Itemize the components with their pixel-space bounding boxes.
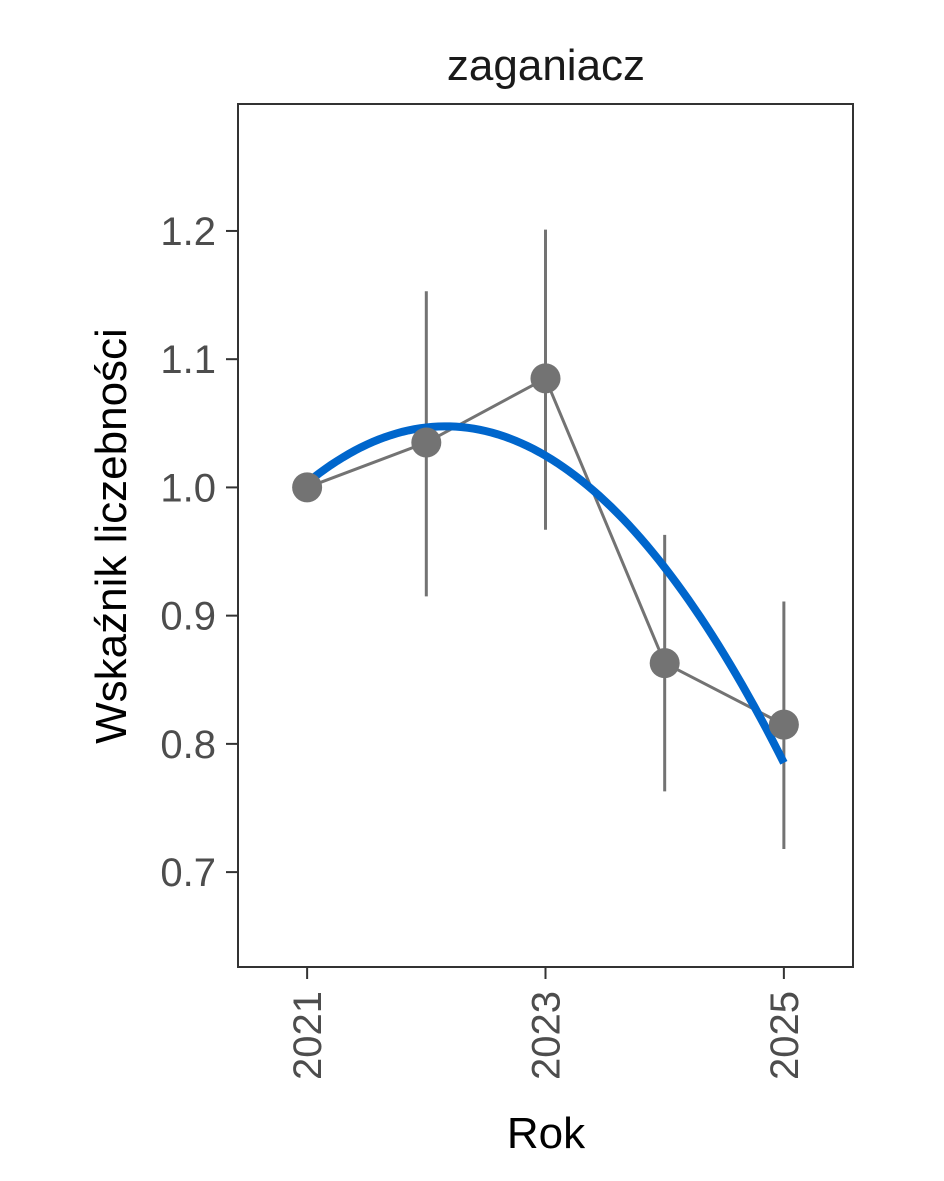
data-point-layer [292, 363, 799, 740]
y-tick-label: 1.1 [160, 338, 216, 382]
trend-line-layer [304, 422, 788, 765]
data-point [530, 363, 561, 394]
x-tick-label: 2025 [763, 991, 807, 1080]
y-tick-label: 0.7 [160, 851, 216, 895]
y-tick-label: 1.2 [160, 210, 216, 254]
data-point [649, 648, 680, 679]
chart-title: zaganiacz [447, 41, 645, 90]
y-tick-label: 0.9 [160, 595, 216, 639]
x-axis-title: Rok [507, 1109, 586, 1158]
y-axis: 0.7 0.8 0.9 1.0 1.1 1.2 [160, 210, 238, 895]
y-tick-label: 1.0 [160, 466, 216, 510]
x-tick-label: 2021 [286, 991, 330, 1080]
y-axis-title: Wskaźnik liczebności [87, 328, 136, 744]
data-point [768, 709, 799, 740]
data-point [411, 427, 442, 458]
trend-line [304, 422, 788, 765]
data-point [292, 472, 323, 503]
x-tick-label: 2023 [525, 991, 569, 1080]
x-axis: 2021 2023 2025 [286, 967, 807, 1080]
y-tick-label: 0.8 [160, 723, 216, 767]
